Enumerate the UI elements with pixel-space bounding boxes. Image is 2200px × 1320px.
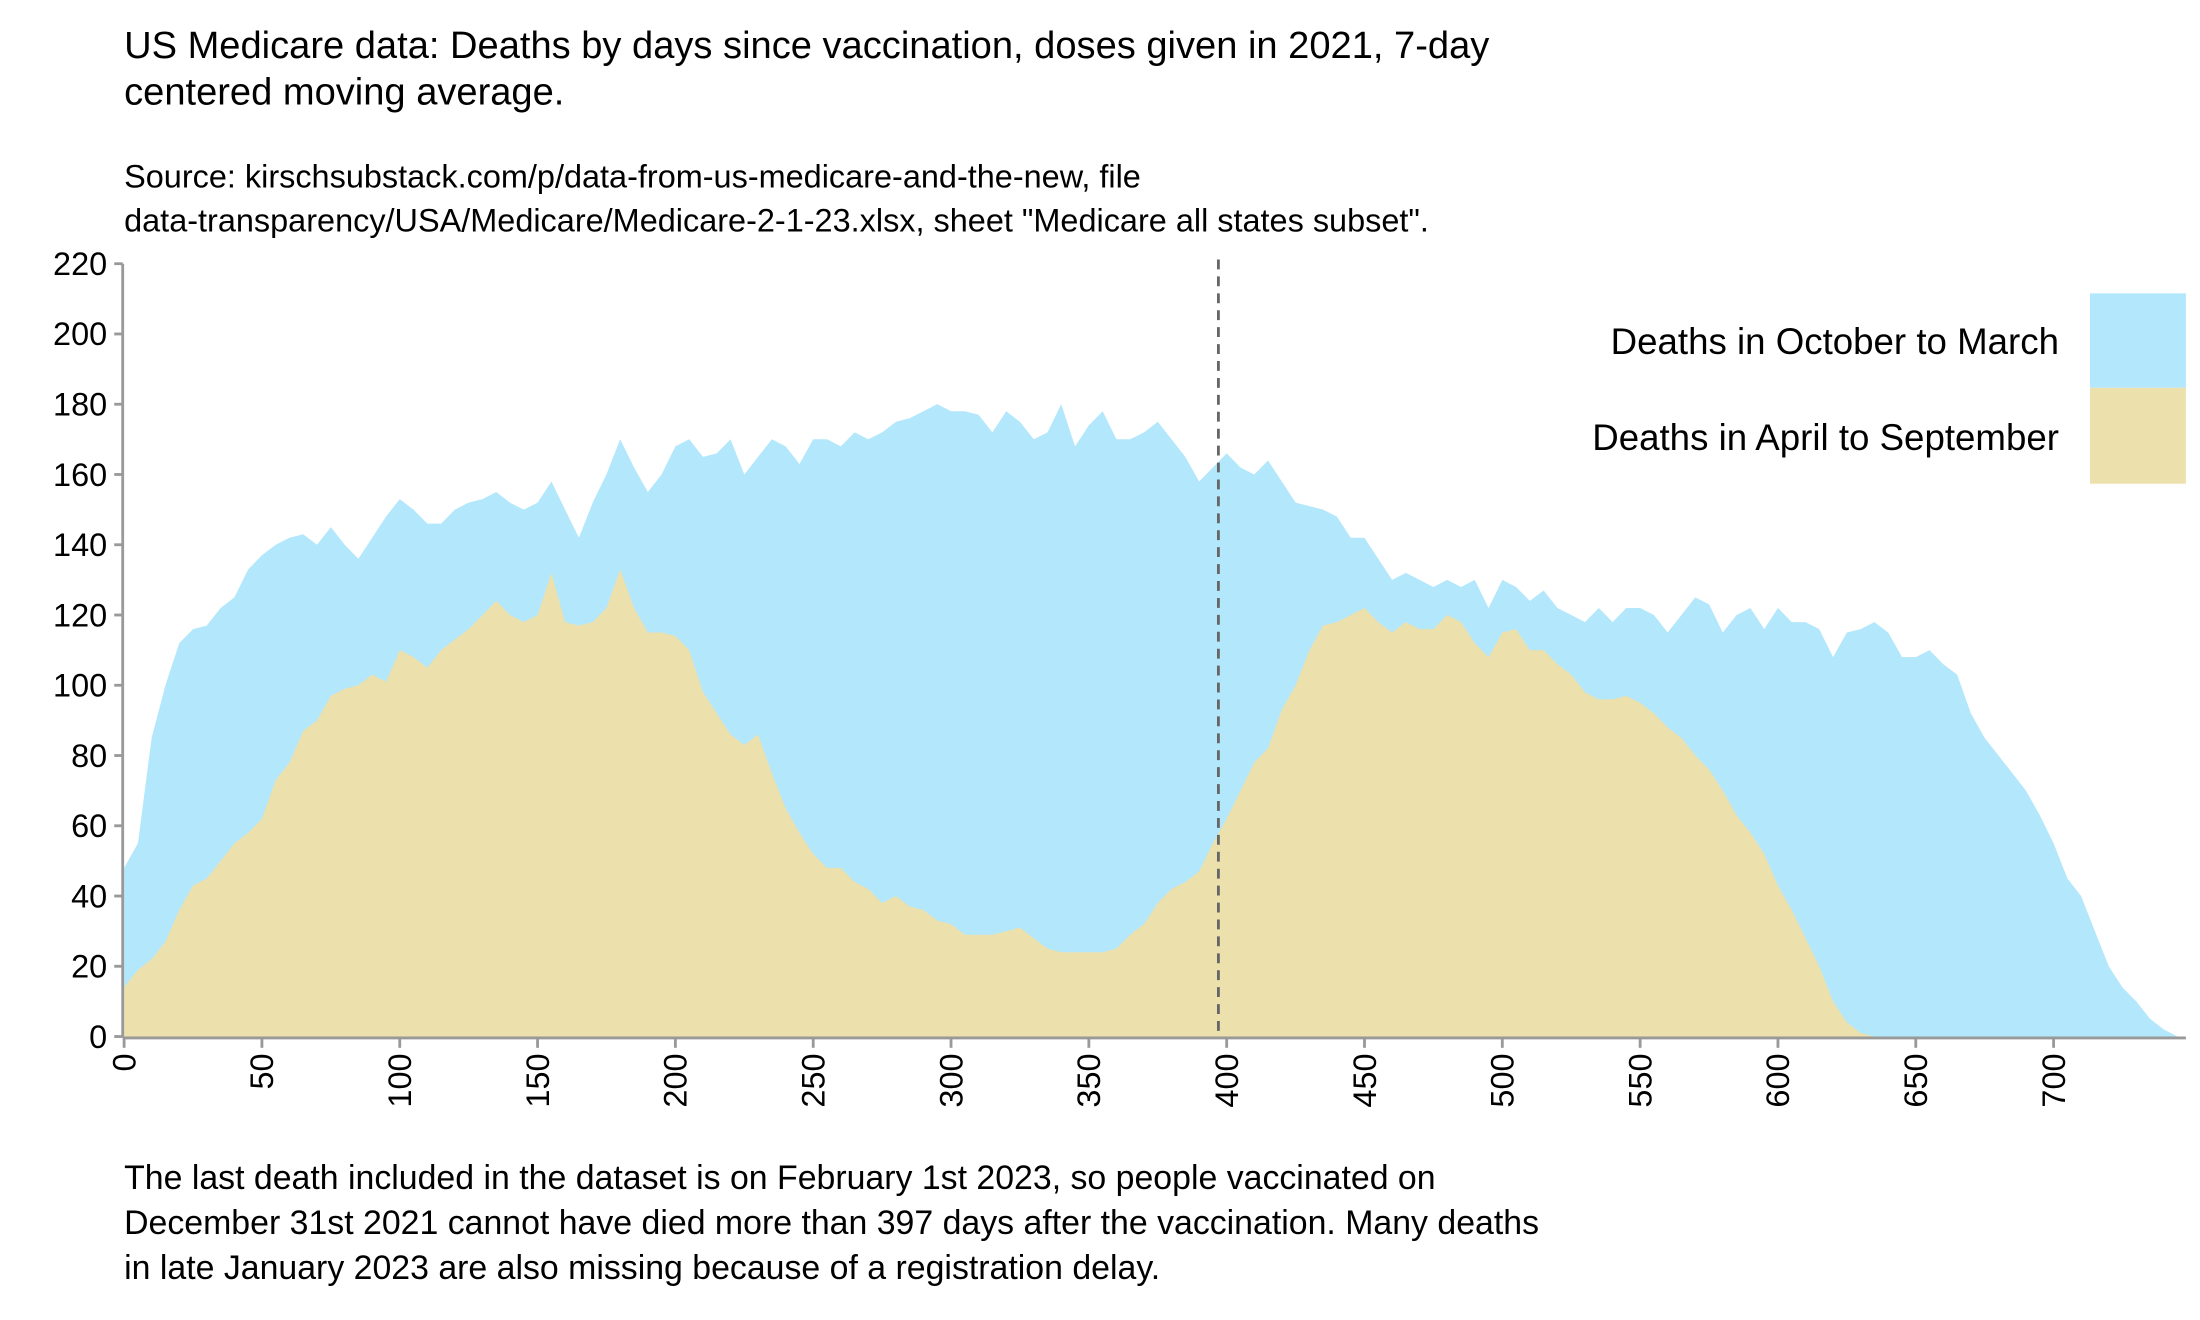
y-tick-label: 0: [89, 1019, 107, 1055]
x-tick-label: 0: [106, 1053, 142, 1071]
x-tick-label: 500: [1485, 1053, 1521, 1107]
y-tick-label: 60: [71, 808, 107, 844]
y-tick-label: 120: [53, 597, 107, 633]
y-tick-label: 200: [53, 316, 107, 352]
y-tick-label: 160: [53, 457, 107, 493]
x-tick-label: 150: [520, 1053, 556, 1107]
x-tick-label: 400: [1209, 1053, 1245, 1107]
x-tick-label: 600: [1760, 1053, 1796, 1107]
y-tick-label: 140: [53, 527, 107, 563]
y-tick-label: 180: [53, 387, 107, 423]
chart-source: Source: kirschsubstack.com/p/data-from-u…: [124, 157, 1429, 239]
x-tick-label: 100: [382, 1053, 418, 1107]
legend-label-apr-sep: Deaths in April to September: [1592, 416, 2059, 459]
x-tick-label: 550: [1622, 1053, 1658, 1107]
x-tick-label: 350: [1071, 1053, 1107, 1107]
y-tick-label: 80: [71, 738, 107, 774]
x-tick-label: 50: [244, 1053, 280, 1089]
x-tick-label: 650: [1898, 1053, 1934, 1107]
x-tick-label: 200: [658, 1053, 694, 1107]
x-tick-label: 700: [2036, 1053, 2072, 1107]
legend-swatch-apr-sep: [2090, 387, 2186, 484]
x-tick-label: 300: [933, 1053, 969, 1107]
legend-swatch-oct-mar: [2090, 293, 2186, 388]
y-tick-label: 220: [53, 246, 107, 282]
footnote: The last death included in the dataset i…: [124, 1159, 1540, 1288]
y-tick-label: 40: [71, 878, 107, 914]
chart-title: US Medicare data: Deaths by days since v…: [124, 23, 1490, 113]
legend-label-oct-mar: Deaths in October to March: [1610, 320, 2059, 363]
y-tick-label: 20: [71, 949, 107, 985]
x-tick-label: 450: [1347, 1053, 1383, 1107]
area-series-apr-sep: [124, 569, 2186, 1037]
x-tick-label: 250: [795, 1053, 831, 1107]
y-tick-label: 100: [53, 668, 107, 704]
